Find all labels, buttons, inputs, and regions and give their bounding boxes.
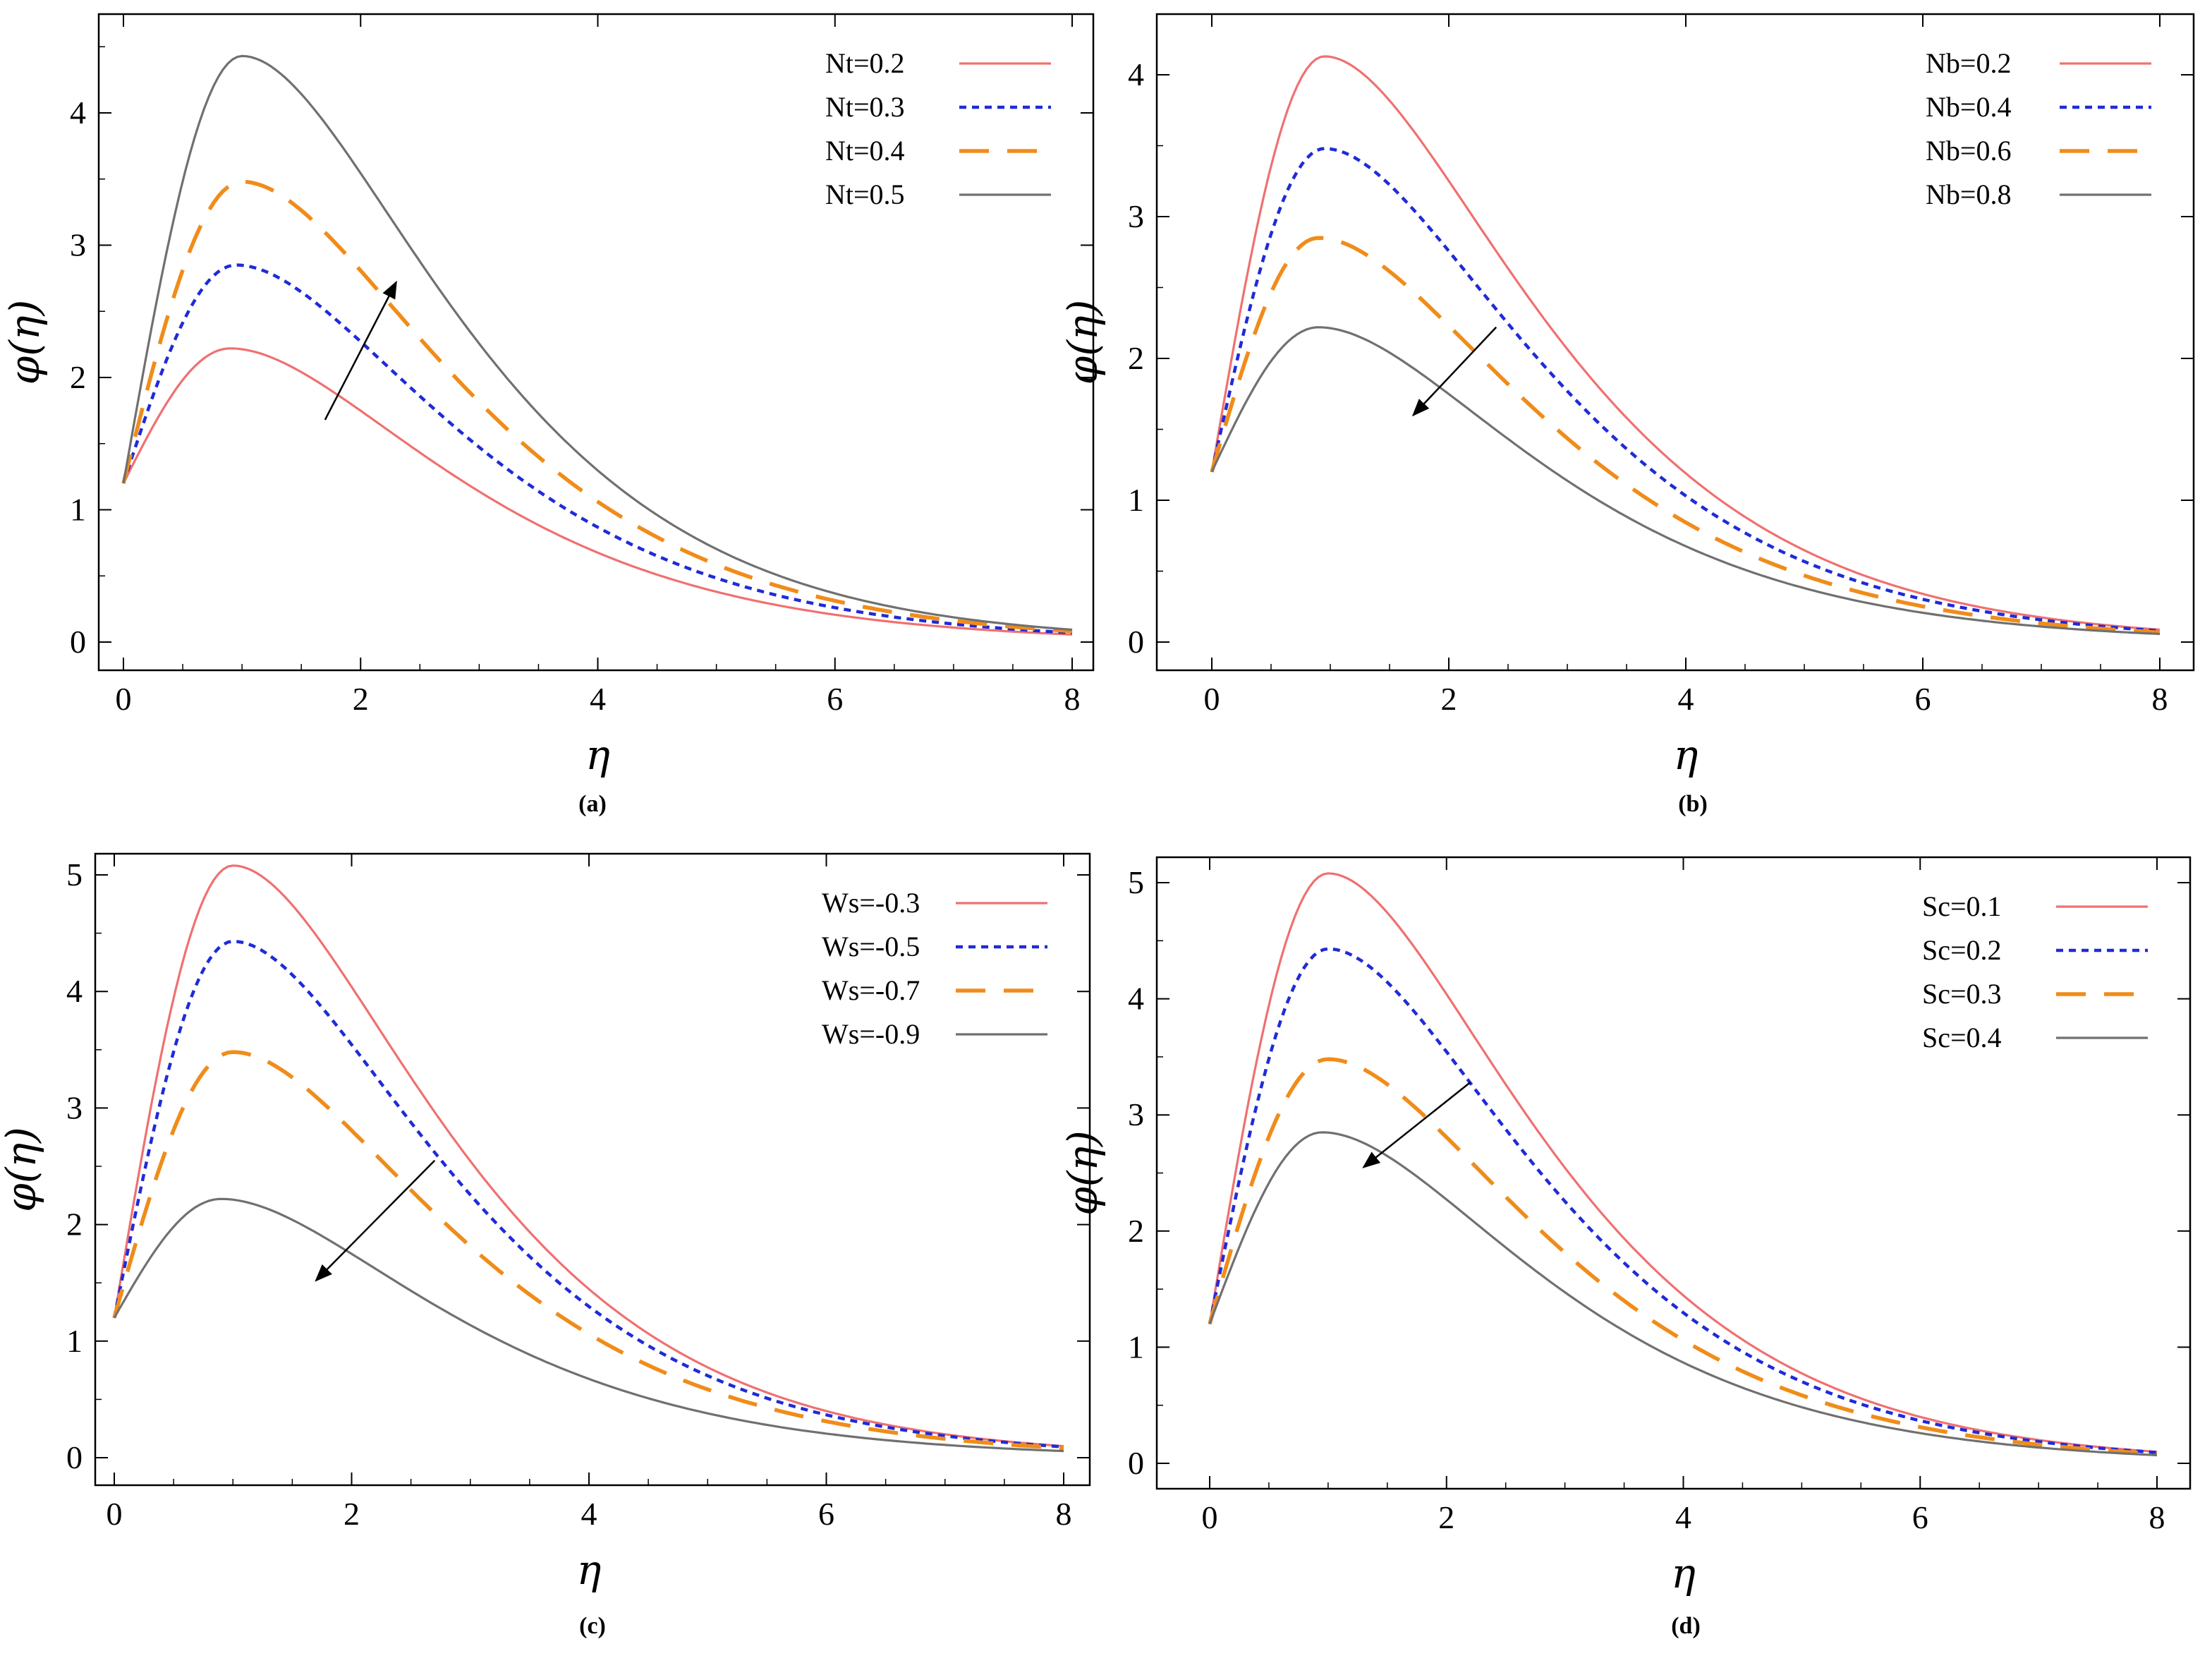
legend-label: Sc=0.4 (1922, 1022, 2002, 1053)
x-tick-label: 6 (827, 681, 843, 717)
y-tick-label: 4 (1128, 981, 1144, 1017)
y-tick-label: 3 (1128, 198, 1144, 234)
y-axis-label: φ(η) (0, 1127, 45, 1212)
x-axis-label: η (585, 731, 610, 779)
legend-label: Ws=-0.9 (822, 1018, 920, 1050)
y-tick-label: 2 (1128, 340, 1144, 376)
x-tick-label: 2 (1441, 681, 1457, 717)
legend-label: Sc=0.1 (1922, 890, 2002, 922)
x-tick-label: 8 (1056, 1496, 1072, 1532)
panel-caption: (a) (578, 791, 607, 817)
x-tick-label: 8 (1064, 681, 1081, 717)
panel-caption: (b) (1678, 791, 1708, 817)
x-tick-label: 6 (1915, 681, 1931, 717)
y-axis-label: φ(η) (1, 300, 49, 385)
x-tick-label: 6 (818, 1496, 834, 1532)
x-tick-label: 2 (353, 681, 369, 717)
series-line (1210, 326, 2161, 636)
legend-label: Nt=0.5 (825, 179, 905, 210)
x-axis-label: η (577, 1546, 602, 1594)
plot-frame (97, 13, 1095, 672)
y-tick-label: 3 (1128, 1096, 1144, 1132)
y-tick-label: 4 (66, 973, 83, 1009)
series-line (113, 864, 1064, 1448)
series-line (1210, 147, 2161, 633)
x-axis-label: η (1674, 731, 1699, 779)
plot-frame (1155, 13, 2195, 672)
y-tick-label: 3 (66, 1089, 83, 1125)
x-tick-label: 4 (1678, 681, 1694, 717)
legend-label: Nb=0.4 (1926, 91, 2011, 123)
x-tick-label: 2 (344, 1496, 360, 1532)
legend-label: Nt=0.3 (825, 91, 905, 123)
x-tick-label: 0 (1204, 681, 1220, 717)
y-tick-label: 5 (1128, 864, 1144, 900)
panel-d: 0 2 4 6 8 0 1 2 3 4 5 η φ(η) (d) Sc=0.1 Sc=0.2 Sc=0.3 Sc=… (1059, 856, 2192, 1639)
x-tick-label: 2 (1438, 1499, 1454, 1535)
x-tick-label: 4 (1675, 1499, 1691, 1535)
legend-label: Nt=0.4 (825, 135, 905, 167)
series-line (122, 54, 1073, 631)
series-line (112, 939, 1064, 1449)
x-tick-label: 4 (581, 1496, 597, 1532)
trend-arrow (1411, 326, 1497, 417)
y-tick-label: 1 (1128, 1329, 1144, 1365)
legend-label: Ws=-0.5 (822, 931, 920, 962)
y-tick-label: 0 (1128, 624, 1144, 660)
x-tick-label: 6 (1912, 1499, 1928, 1535)
series-line (1208, 947, 2158, 1454)
series-line (1208, 1057, 2158, 1456)
trend-arrow (324, 280, 397, 421)
series-line (1210, 236, 2161, 635)
x-tick-label: 4 (590, 681, 606, 717)
y-axis-label: φ(η) (1059, 1130, 1107, 1216)
series-line (121, 263, 1073, 635)
y-tick-label: 2 (1128, 1213, 1144, 1249)
panel-a: 0 2 4 6 8 0 1 2 3 4 η φ(η) (a) Nt=0.2 Nt=0.3 Nt=0.4 Nt=0… (1, 13, 1095, 817)
series-line (1208, 872, 2158, 1453)
plot-frame (1155, 856, 2192, 1490)
y-tick-label: 3 (70, 227, 86, 263)
y-tick-label: 4 (70, 95, 86, 131)
x-tick-label: 8 (2149, 1499, 2165, 1535)
series-line (122, 347, 1073, 636)
legend-label: Sc=0.3 (1922, 978, 2002, 1010)
panel-c: 0 2 4 6 8 0 1 2 3 4 5 η φ(η) (c) Ws=-0.3 Ws=-0.5 Ws=-0.7… (0, 852, 1091, 1639)
y-tick-label: 0 (1128, 1445, 1144, 1481)
x-tick-label: 0 (1202, 1499, 1218, 1535)
legend-label: Nt=0.2 (825, 47, 905, 79)
trend-arrow (315, 1159, 436, 1282)
x-tick-label: 0 (107, 1496, 123, 1532)
panel-b: 0 2 4 6 8 0 1 2 3 4 η φ(η) (b) Nb=0.2 Nb=0.4 Nb=0.6 Nb=0… (1059, 13, 2195, 817)
panel-caption: (d) (1671, 1613, 1701, 1639)
y-axis-label: φ(η) (1059, 300, 1107, 385)
y-tick-label: 2 (66, 1207, 83, 1242)
y-tick-label: 2 (70, 359, 86, 395)
panel-caption: (c) (579, 1613, 606, 1639)
series-line (121, 179, 1073, 634)
series-line (1210, 55, 2161, 631)
series-line (1208, 1131, 2158, 1457)
y-tick-label: 4 (1128, 56, 1144, 92)
series-line (112, 1050, 1064, 1451)
x-axis-label: η (1671, 1549, 1696, 1597)
legend-label: Nb=0.6 (1926, 135, 2011, 167)
y-tick-label: 1 (70, 492, 86, 528)
x-tick-label: 0 (116, 681, 132, 717)
legend-label: Ws=-0.3 (822, 887, 920, 919)
legend-label: Sc=0.2 (1922, 934, 2002, 966)
plot-frame (94, 852, 1091, 1487)
legend-label: Nb=0.8 (1926, 179, 2011, 210)
y-tick-label: 0 (66, 1439, 83, 1475)
trend-arrow (1362, 1082, 1471, 1168)
legend-label: Nb=0.2 (1926, 47, 2011, 79)
y-tick-label: 1 (1128, 482, 1144, 518)
series-line (113, 1197, 1064, 1453)
y-tick-label: 5 (66, 857, 83, 893)
legend-label: Ws=-0.7 (822, 974, 920, 1006)
y-tick-label: 1 (66, 1323, 83, 1359)
x-tick-label: 8 (2152, 681, 2168, 717)
y-tick-label: 0 (70, 624, 86, 660)
